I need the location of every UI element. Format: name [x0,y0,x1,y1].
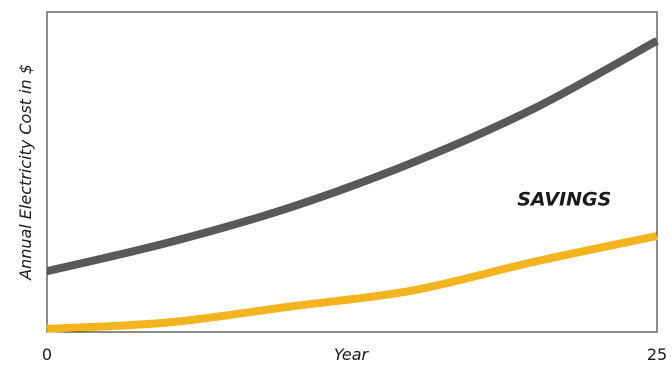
series-layer [46,37,659,333]
annotation-savings: SAVINGS [517,189,611,211]
x-axis-label: Year [334,345,370,364]
annotation-layer: SAVINGS [517,189,611,211]
series-line-yellow [46,232,658,333]
x-tick-label-0: 0 [42,345,52,364]
tick-layer: 0 25 [42,345,667,364]
series-line-dark [46,37,659,276]
y-axis-label: Annual Electricity Cost in $ [16,64,35,281]
plot-frame [46,11,658,333]
x-tick-label-25: 25 [647,345,667,364]
